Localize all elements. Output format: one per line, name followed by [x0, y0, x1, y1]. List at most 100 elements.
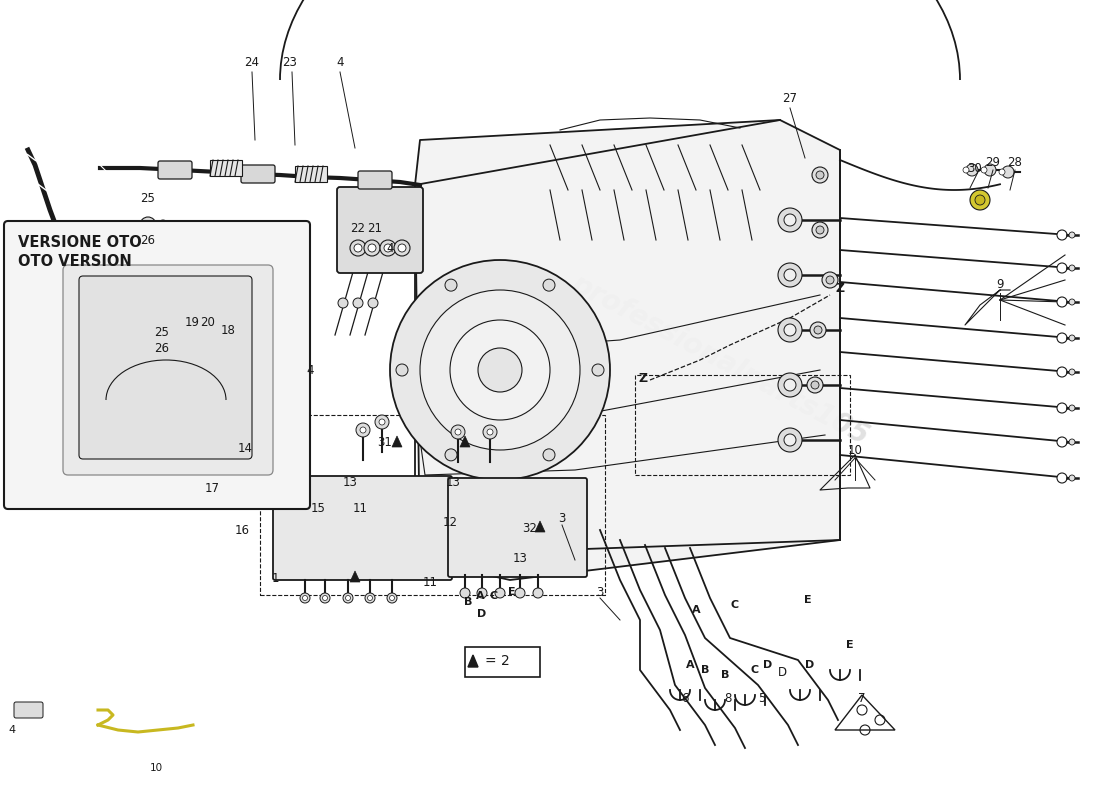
Text: 27: 27 [782, 91, 797, 105]
FancyBboxPatch shape [241, 165, 275, 183]
Circle shape [302, 595, 308, 601]
Text: 22: 22 [351, 222, 365, 234]
Circle shape [354, 244, 362, 252]
Circle shape [224, 314, 236, 326]
Circle shape [140, 302, 156, 318]
Text: 23: 23 [283, 55, 297, 69]
Circle shape [1069, 439, 1075, 445]
Circle shape [592, 364, 604, 376]
Circle shape [390, 260, 611, 480]
Circle shape [455, 429, 461, 435]
Text: 31: 31 [377, 435, 393, 449]
Text: 15: 15 [310, 502, 326, 514]
Text: 21: 21 [367, 222, 383, 234]
Circle shape [778, 208, 802, 232]
Polygon shape [350, 571, 360, 582]
Text: 17: 17 [205, 482, 220, 494]
Text: 13: 13 [446, 475, 461, 489]
Circle shape [158, 220, 168, 230]
Text: VERSIONE OTO
OTO VERSION: VERSIONE OTO OTO VERSION [18, 235, 142, 269]
FancyBboxPatch shape [14, 702, 43, 718]
Circle shape [812, 167, 828, 183]
Text: 7: 7 [858, 691, 866, 705]
Text: D: D [778, 666, 786, 678]
FancyBboxPatch shape [198, 258, 252, 307]
Bar [635, 375, 850, 475]
Text: A: A [685, 660, 694, 670]
Circle shape [1069, 265, 1075, 271]
Circle shape [144, 306, 152, 314]
Text: B: B [720, 670, 729, 680]
Circle shape [1069, 299, 1075, 305]
Circle shape [966, 164, 978, 176]
Circle shape [778, 263, 802, 287]
Circle shape [477, 588, 487, 598]
Text: 8: 8 [724, 691, 732, 705]
FancyBboxPatch shape [273, 476, 452, 580]
Text: 3: 3 [596, 586, 604, 598]
Circle shape [807, 377, 823, 393]
Circle shape [543, 449, 556, 461]
FancyBboxPatch shape [4, 221, 310, 509]
Text: E: E [846, 640, 854, 650]
Circle shape [1057, 403, 1067, 413]
FancyBboxPatch shape [448, 478, 587, 577]
Circle shape [140, 217, 156, 233]
Circle shape [816, 226, 824, 234]
Circle shape [356, 423, 370, 437]
Circle shape [158, 305, 168, 315]
Bar [295, 166, 327, 182]
Text: C: C [751, 665, 759, 675]
Circle shape [343, 593, 353, 603]
Circle shape [1057, 333, 1067, 343]
Text: 11: 11 [422, 575, 438, 589]
Polygon shape [415, 120, 840, 580]
FancyBboxPatch shape [158, 161, 192, 179]
Circle shape [300, 593, 310, 603]
Text: 32: 32 [522, 522, 538, 534]
Circle shape [360, 427, 366, 433]
Circle shape [350, 240, 366, 256]
Circle shape [420, 290, 580, 450]
Circle shape [1057, 437, 1067, 447]
Circle shape [450, 320, 550, 420]
Circle shape [981, 167, 987, 173]
Text: 16: 16 [234, 523, 250, 537]
Circle shape [398, 244, 406, 252]
Circle shape [1057, 230, 1067, 240]
Circle shape [322, 595, 328, 601]
Circle shape [816, 171, 824, 179]
Circle shape [367, 595, 373, 601]
Text: 26: 26 [141, 234, 155, 246]
Bar [240, 465, 248, 500]
Text: A: A [475, 591, 484, 601]
Text: C: C [490, 591, 498, 601]
Circle shape [812, 222, 828, 238]
Bar [210, 160, 242, 176]
Circle shape [451, 425, 465, 439]
Circle shape [822, 272, 838, 288]
Text: 4: 4 [9, 725, 15, 735]
Circle shape [784, 214, 796, 226]
Text: E: E [508, 587, 516, 597]
Circle shape [857, 705, 867, 715]
Circle shape [396, 364, 408, 376]
Circle shape [375, 415, 389, 429]
Circle shape [209, 314, 221, 326]
Circle shape [487, 429, 493, 435]
Circle shape [389, 595, 395, 601]
Circle shape [384, 244, 392, 252]
Circle shape [446, 449, 456, 461]
Text: 20: 20 [200, 315, 216, 329]
Circle shape [784, 379, 796, 391]
Text: 6: 6 [681, 691, 689, 705]
Circle shape [970, 190, 990, 210]
Polygon shape [468, 655, 478, 667]
Text: professionalparts105: professionalparts105 [566, 270, 873, 450]
Circle shape [1069, 405, 1075, 411]
Circle shape [353, 298, 363, 308]
Circle shape [209, 284, 221, 296]
Text: 26: 26 [154, 342, 169, 354]
Text: D: D [477, 609, 486, 619]
Circle shape [260, 474, 276, 490]
